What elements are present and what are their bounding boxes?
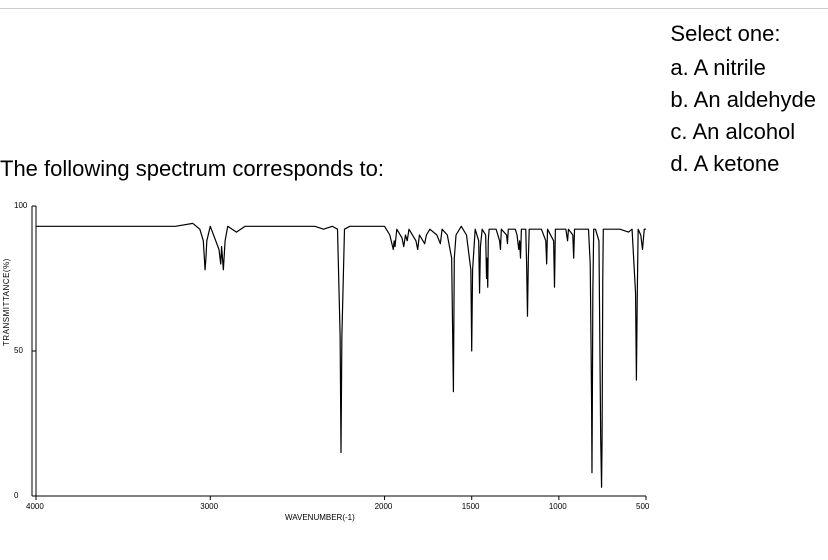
x-axis-label: WAVENUMBER(-1): [285, 513, 355, 522]
select-one-label: Select one:: [670, 18, 816, 50]
option-letter: b.: [670, 87, 688, 112]
y-tick-label: 100: [14, 201, 27, 210]
option-letter: c.: [670, 119, 687, 144]
question-prompt: The following spectrum corresponds to:: [0, 156, 384, 182]
option-c[interactable]: c. An alcohol: [670, 116, 816, 148]
option-a[interactable]: a. A nitrile: [670, 52, 816, 84]
option-b[interactable]: b. An aldehyde: [670, 84, 816, 116]
x-tick-label: 2000: [375, 502, 393, 511]
y-tick-label: 0: [14, 491, 18, 500]
x-tick-label: 3000: [200, 502, 218, 511]
option-text: An alcohol: [692, 119, 795, 144]
x-tick-label: 1000: [549, 502, 567, 511]
y-axis-label: TRANSMITTANCE(%): [2, 258, 11, 346]
divider-line: [0, 8, 828, 9]
spectrum-svg: [0, 196, 660, 526]
option-text: An aldehyde: [694, 87, 816, 112]
option-d[interactable]: d. A ketone: [670, 148, 816, 180]
y-tick-label: 50: [14, 346, 23, 355]
option-letter: d.: [670, 151, 688, 176]
option-letter: a.: [670, 55, 688, 80]
ir-spectrum-chart: TRANSMITTANCE(%) WAVENUMBER(-1) 0 50 100 40…: [0, 196, 660, 526]
option-text: A nitrile: [694, 55, 766, 80]
option-text: A ketone: [694, 151, 780, 176]
x-tick-label: 500: [636, 502, 649, 511]
x-tick-label: 1500: [462, 502, 480, 511]
x-tick-label: 4000: [26, 502, 44, 511]
answer-options: Select one: a. A nitrile b. An aldehyde …: [670, 18, 816, 179]
